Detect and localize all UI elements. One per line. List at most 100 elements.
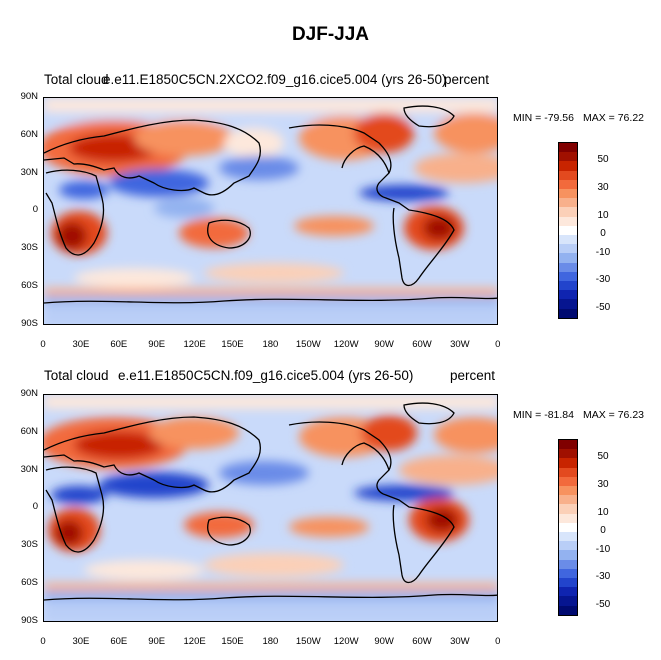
colorbar-tick-label: 30	[597, 182, 609, 194]
longitude-tick-label: 180	[262, 636, 279, 647]
longitude-tick-label: 60W	[412, 636, 432, 647]
colorbar-segment	[559, 235, 577, 245]
colorbar-tick-label: -10	[595, 246, 611, 258]
colorbar-segment	[559, 216, 577, 226]
colorbar-tick-label: 30	[597, 479, 609, 491]
longitude-tick-label: 90W	[374, 339, 394, 350]
colorbar-segment	[559, 281, 577, 291]
colorbar-segment	[559, 179, 577, 190]
cloud-difference-map	[43, 394, 498, 622]
colorbar-segment	[559, 143, 577, 153]
colorbar-segment	[559, 486, 577, 496]
cloud-difference-map	[43, 97, 498, 325]
longitude-tick-label: 120W	[333, 636, 359, 647]
longitude-tick-label: 120E	[183, 636, 206, 647]
max-value: MAX = 76.23	[583, 409, 644, 421]
colorbar-segment	[559, 161, 577, 171]
colorbar-segment	[559, 587, 577, 597]
longitude-tick-label: 60W	[412, 339, 432, 350]
latitude-tick-label: 90S	[21, 614, 38, 626]
longitude-tick-label: 0	[495, 636, 501, 647]
colorbar-segment	[559, 541, 577, 551]
colorbar-segment	[559, 271, 577, 282]
longitude-tick-label: 180	[262, 339, 279, 350]
latitude-tick-label: 0	[32, 204, 38, 216]
colorbar-segment	[559, 605, 577, 615]
coastlines	[44, 402, 497, 601]
colorbar-tick-label: -50	[595, 301, 611, 313]
longitude-tick-label: 0	[495, 339, 501, 350]
longitude-tick-label: 150E	[221, 636, 244, 647]
colorbar-tick-label: 10	[597, 506, 609, 518]
colorbar-segment	[559, 532, 577, 542]
longitude-tick-label: 60E	[110, 339, 128, 350]
colorbar-tick-label: 0	[600, 525, 606, 537]
latitude-tick-label: 60S	[21, 280, 38, 291]
longitude-tick-label: 30W	[450, 339, 470, 350]
longitude-tick-label: 150W	[295, 636, 321, 647]
colorbar-segment	[559, 513, 577, 523]
colorbar-segment	[559, 253, 577, 263]
colorbar-tick-label: -30	[595, 571, 611, 583]
figure-title: DJF-JJA	[291, 24, 370, 45]
colorbar	[558, 142, 578, 319]
colorbar-segment	[559, 308, 577, 318]
colorbar-segment	[559, 559, 577, 569]
panel-center-title: e.e11.E1850C5CN.f09_g16.cice5.004 (yrs 2…	[118, 368, 414, 383]
colorbar-segment	[559, 550, 577, 560]
panel-units: percent	[444, 72, 490, 87]
max-value: MAX = 76.22	[583, 112, 644, 124]
colorbar-tick-label: 50	[597, 451, 609, 463]
longitude-tick-label: 30E	[72, 339, 90, 350]
latitude-tick-label: 90N	[20, 388, 38, 399]
latitude-tick-label: 30N	[20, 166, 38, 178]
colorbar-segment	[559, 578, 577, 588]
colorbar-segment	[559, 198, 577, 208]
longitude-tick-label: 120W	[333, 339, 359, 350]
longitude-tick-label: 90E	[148, 339, 166, 350]
latitude-tick-label: 60S	[21, 577, 38, 588]
colorbar-tick-label: 0	[600, 228, 606, 240]
colorbar-segment	[559, 449, 577, 459]
longitude-tick-label: 150W	[295, 339, 321, 350]
longitude-tick-label: 30W	[450, 636, 470, 647]
panel-center-title: e.e11.E1850C5CN.2XCO2.f09_g16.cice5.004 …	[103, 72, 447, 87]
panel-units: percent	[450, 368, 496, 383]
colorbar-segment	[559, 189, 577, 199]
min-value: MIN = -79.56	[513, 112, 574, 124]
colorbar-segment	[559, 225, 577, 236]
colorbar-segment	[559, 495, 577, 505]
panel-left-title: Total cloud	[44, 368, 109, 383]
colorbar-segment	[559, 299, 577, 309]
colorbar	[558, 439, 578, 616]
colorbar-tick-label: 50	[597, 154, 609, 166]
latitude-tick-label: 90S	[21, 317, 38, 329]
colorbar-tick-label: -50	[595, 598, 611, 610]
longitude-tick-label: 0	[40, 339, 46, 350]
colorbar-segment	[559, 476, 577, 487]
latitude-tick-label: 60N	[20, 425, 38, 437]
latitude-tick-label: 30S	[21, 242, 38, 254]
colorbar-segment	[559, 152, 577, 162]
colorbar-segment	[559, 596, 577, 606]
map-field	[44, 98, 497, 324]
colorbar-tick-label: 10	[597, 209, 609, 221]
longitude-tick-label: 90E	[148, 636, 166, 647]
panel-left-title: Total cloud	[44, 72, 109, 87]
longitude-tick-label: 60E	[110, 636, 128, 647]
latitude-tick-label: 30S	[21, 539, 38, 551]
colorbar-segment	[559, 262, 577, 272]
map-field	[44, 395, 497, 621]
colorbar-segment	[559, 458, 577, 468]
colorbar-segment	[559, 504, 577, 514]
colorbar-segment	[559, 244, 577, 254]
colorbar-segment	[559, 467, 577, 477]
longitude-tick-label: 90W	[374, 636, 394, 647]
longitude-tick-label: 120E	[183, 339, 206, 350]
longitude-tick-label: 30E	[72, 636, 90, 647]
colorbar-tick-label: -30	[595, 274, 611, 286]
latitude-tick-label: 0	[32, 501, 38, 513]
colorbar-segment	[559, 207, 577, 217]
latitude-tick-label: 30N	[20, 463, 38, 475]
min-value: MIN = -81.84	[513, 409, 574, 421]
